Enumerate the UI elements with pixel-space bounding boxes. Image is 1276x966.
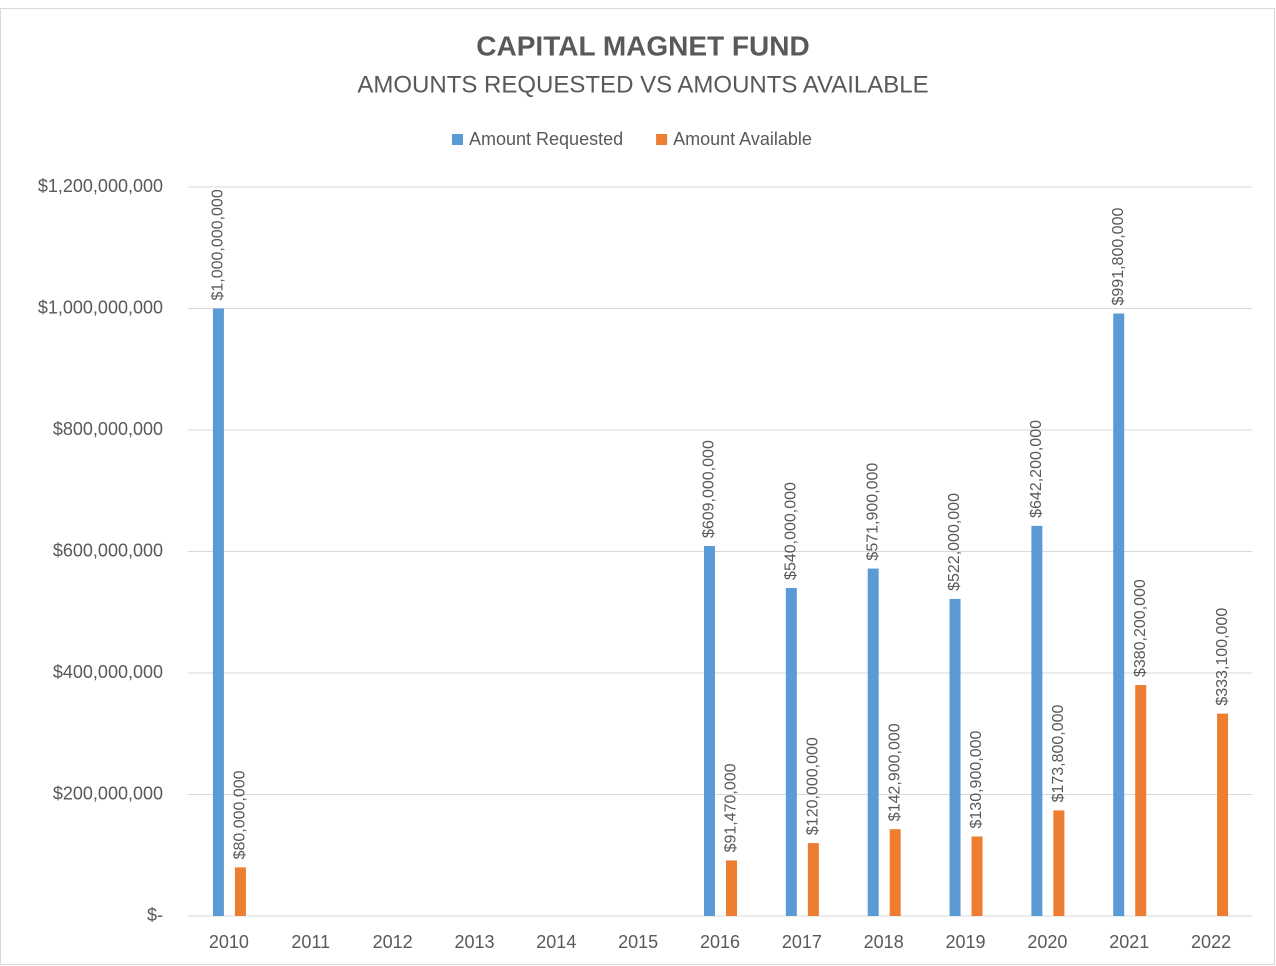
- x-tick-label: 2022: [1191, 932, 1231, 952]
- bar: [971, 836, 983, 916]
- bar: [1217, 713, 1229, 916]
- chart-subtitle: AMOUNTS REQUESTED VS AMOUNTS AVAILABLE: [357, 71, 928, 98]
- y-tick-label: $-: [147, 905, 163, 925]
- x-tick-label: 2014: [536, 932, 576, 952]
- bar: [1113, 313, 1125, 916]
- legend-label: Amount Requested: [469, 129, 623, 149]
- bar: [234, 867, 246, 916]
- y-tick-label: $1,200,000,000: [38, 176, 163, 196]
- data-label: $333,100,000: [1214, 608, 1231, 706]
- x-tick-label: 2020: [1027, 932, 1067, 952]
- legend-swatch: [452, 134, 463, 145]
- x-tick-label: 2015: [618, 932, 658, 952]
- data-label: $91,470,000: [723, 763, 740, 852]
- y-tick-label: $1,000,000,000: [38, 297, 163, 317]
- legend-label: Amount Available: [673, 129, 812, 149]
- x-tick-label: 2010: [209, 932, 249, 952]
- data-label: $609,000,000: [701, 440, 718, 538]
- x-tick-label: 2017: [782, 932, 822, 952]
- data-label: $380,200,000: [1132, 579, 1149, 677]
- legend-swatch: [656, 134, 668, 145]
- data-label: $142,900,000: [886, 723, 903, 821]
- x-tick-label: 2012: [373, 932, 413, 952]
- x-tick-label: 2016: [700, 932, 740, 952]
- bar: [867, 568, 879, 916]
- data-label: $540,000,000: [783, 482, 800, 580]
- x-tick-label: 2021: [1109, 932, 1149, 952]
- bar: [726, 860, 737, 916]
- data-label: $991,800,000: [1110, 208, 1127, 306]
- bar: [212, 308, 224, 916]
- data-label: $80,000,000: [232, 770, 249, 859]
- y-tick-label: $400,000,000: [53, 662, 163, 682]
- bar: [889, 829, 901, 916]
- bar: [1053, 810, 1065, 916]
- data-label: $120,000,000: [805, 737, 822, 835]
- bar: [949, 598, 961, 916]
- bar: [1135, 685, 1147, 916]
- x-tick-label: 2018: [864, 932, 904, 952]
- x-tick-label: 2019: [946, 932, 986, 952]
- bar: [785, 587, 797, 916]
- x-tick-label: 2013: [454, 932, 494, 952]
- bar: [807, 843, 819, 916]
- y-tick-label: $200,000,000: [53, 783, 163, 803]
- x-tick-label: 2011: [291, 932, 330, 952]
- bar: [704, 546, 715, 916]
- y-tick-label: $600,000,000: [53, 540, 163, 560]
- data-label: $173,800,000: [1050, 704, 1067, 802]
- bar: [1031, 525, 1043, 916]
- data-label: $130,900,000: [968, 731, 985, 829]
- data-label: $642,200,000: [1028, 420, 1045, 518]
- y-tick-label: $800,000,000: [53, 419, 163, 439]
- chart-title: CAPITAL MAGNET FUND: [476, 30, 809, 61]
- data-label: $1,000,000,000: [210, 189, 227, 300]
- data-label: $571,900,000: [864, 463, 881, 561]
- data-label: $522,000,000: [946, 493, 963, 591]
- chart-border: [0, 8, 1275, 965]
